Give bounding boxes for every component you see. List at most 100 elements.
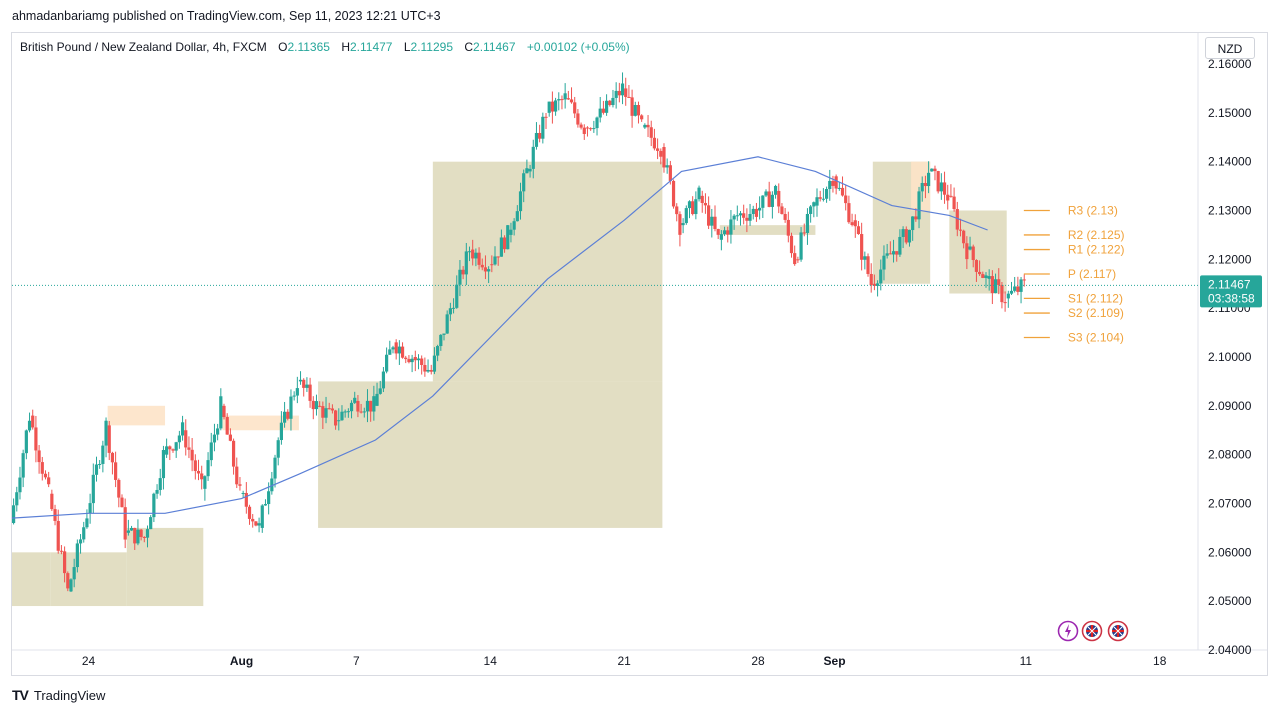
demand-zone [12, 552, 51, 607]
candle-body [311, 400, 315, 410]
candle-body [611, 97, 615, 106]
candle-body [553, 100, 558, 112]
candle-body [496, 256, 500, 258]
candle-body [289, 396, 293, 419]
candle-body [592, 128, 596, 130]
candle-body [190, 449, 194, 461]
y-tick-label: 2.14000 [1208, 155, 1252, 169]
candle-body [770, 194, 774, 207]
candle-body [802, 232, 806, 234]
candle-body [656, 148, 660, 151]
y-tick-label: 2.12000 [1208, 252, 1252, 266]
candle-body [231, 440, 236, 467]
candle-body [101, 445, 105, 464]
candle-body [831, 180, 835, 186]
candle-body [94, 464, 99, 475]
candle-body [761, 195, 765, 208]
candle-body [145, 529, 150, 538]
candle-body [407, 359, 411, 363]
candle-body [464, 251, 468, 275]
candle-body [901, 229, 905, 237]
candle-body [824, 189, 829, 199]
candle-body [920, 182, 924, 192]
candle-body [416, 358, 421, 361]
candle-body [885, 253, 889, 256]
candle-body [773, 185, 778, 195]
candle-body [404, 357, 408, 360]
candle-body [1013, 286, 1017, 291]
candle-body [748, 214, 752, 221]
candle-body [359, 411, 363, 413]
demand-zone [719, 225, 816, 235]
candle-body [978, 271, 982, 275]
candle-body [939, 182, 943, 192]
candle-body [235, 466, 239, 485]
candle-body [968, 246, 972, 250]
candle-body [72, 567, 76, 580]
candle-body [241, 492, 245, 494]
candle-body [18, 477, 22, 493]
candle-body [891, 251, 896, 255]
candle-body [907, 229, 912, 243]
candle-body [451, 307, 456, 309]
candle-body [933, 168, 937, 172]
candle-body [378, 388, 382, 394]
candle-body [821, 198, 825, 200]
candle-body [585, 127, 590, 129]
candle-body [518, 191, 523, 212]
candle-body [566, 98, 570, 100]
candle-body [429, 369, 433, 372]
tradingview-logo-icon[interactable]: TV [12, 687, 29, 703]
candle-body [171, 449, 175, 451]
candle-body [333, 410, 338, 426]
candle-body [149, 517, 153, 530]
x-tick-label: 18 [1153, 654, 1167, 668]
tradingview-brand[interactable]: TradingView [33, 687, 106, 703]
candle-body [47, 477, 51, 485]
candle-body [318, 405, 322, 407]
candle-body [860, 234, 864, 260]
candle-body [735, 215, 739, 217]
candle-body [547, 101, 551, 113]
candle-body [356, 400, 360, 412]
candle-body [177, 435, 181, 443]
candle-body [923, 182, 928, 187]
candle-body [958, 229, 963, 231]
candle-body [273, 457, 277, 479]
candle-body [397, 346, 401, 354]
candle-body [853, 220, 857, 227]
candle-body [158, 478, 162, 490]
candle-body [974, 260, 979, 272]
currency-button[interactable]: NZD [1205, 37, 1255, 59]
candle-body [569, 99, 574, 103]
candle-body [745, 217, 749, 221]
candle-body [24, 430, 28, 454]
candle-body [722, 230, 727, 235]
last-price-badge[interactable] [1200, 275, 1262, 308]
candle-body [487, 269, 491, 272]
candle-body [276, 440, 280, 458]
y-tick-label: 2.04000 [1208, 643, 1252, 657]
candle-body [123, 507, 127, 540]
symbol-name[interactable]: British Pound / New Zealand Dollar, 4h, … [20, 40, 267, 54]
candle-body [168, 446, 172, 450]
candle-body [557, 99, 561, 101]
candle-body [573, 102, 577, 114]
candle-body [502, 237, 507, 250]
candle-body [534, 132, 539, 147]
x-tick-label: 14 [484, 654, 498, 668]
candle-body [675, 206, 679, 215]
candle-body [604, 100, 609, 113]
candle-body [589, 128, 593, 130]
candle-body [110, 452, 115, 463]
candle-body [212, 434, 217, 443]
candle-body [914, 216, 918, 220]
x-tick-label: Aug [230, 654, 253, 668]
candle-body [531, 146, 535, 169]
candle-body [59, 550, 64, 552]
candle-body [662, 147, 666, 168]
candle-body [455, 284, 459, 308]
y-tick-label: 2.07000 [1208, 497, 1252, 511]
candle-body [260, 505, 264, 528]
